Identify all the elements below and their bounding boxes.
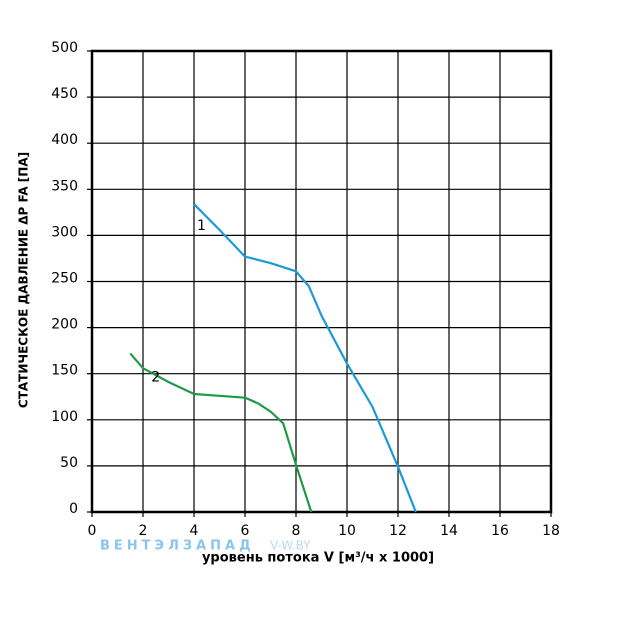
y-tick-label: 200	[51, 317, 78, 333]
x-tick-label: 18	[542, 523, 560, 539]
y-tick-label: 0	[69, 501, 78, 517]
x-tick-label: 2	[139, 523, 148, 539]
watermark: ВЕНТЭЛЗАПАД	[100, 539, 255, 554]
x-tick-label: 12	[389, 523, 407, 539]
y-tick-label: 350	[51, 178, 78, 194]
y-axis-title: СТАТИЧЕСКОЕ ДАВЛЕНИЕ ΔP FA [ПА]	[17, 152, 31, 408]
y-tick-label: 500	[51, 40, 78, 56]
y-tick-label: 450	[51, 86, 78, 102]
y-tick-label: 150	[51, 363, 78, 379]
x-tick-label: 8	[292, 523, 301, 539]
series-label: 2	[151, 369, 160, 385]
x-tick-label: 14	[440, 523, 458, 539]
x-tick-label: 6	[241, 523, 250, 539]
y-tick-label: 400	[51, 132, 78, 148]
plot-frame	[90, 49, 553, 514]
x-tick-label: 4	[190, 523, 199, 539]
x-tick-label: 0	[88, 523, 97, 539]
y-tick-label: 300	[51, 224, 78, 240]
series-label: 1	[197, 218, 206, 234]
x-tick-label: 16	[491, 523, 509, 539]
series-line	[129, 352, 313, 513]
x-axis-title: уровень потока V [м³/ч x 1000]	[202, 551, 434, 566]
y-tick-label: 50	[60, 455, 78, 471]
x-tick-label: 10	[338, 523, 356, 539]
series-line	[193, 203, 417, 513]
watermark: V-W.BY	[270, 539, 311, 553]
y-tick-label: 250	[51, 271, 78, 287]
y-tick-label: 100	[51, 409, 78, 425]
